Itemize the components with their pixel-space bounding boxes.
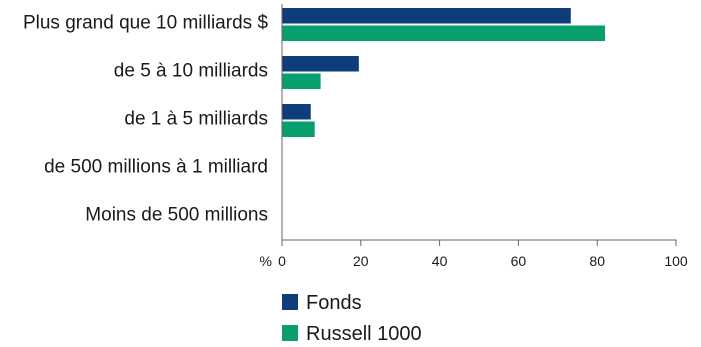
x-tick-label: 60 <box>511 253 527 269</box>
x-axis-unit-label: % <box>260 253 272 269</box>
category-label: de 1 à 5 milliards <box>124 109 268 130</box>
x-tick-label: 40 <box>432 253 448 269</box>
legend-label-russell-1000: Russell 1000 <box>306 323 422 345</box>
legend: Fonds Russell 1000 <box>282 292 422 345</box>
bar-fonds-3 <box>282 104 311 120</box>
bar-russell-1000-1 <box>282 26 605 42</box>
bar-russell-1000-2 <box>282 74 321 90</box>
category-labels: Plus grand que 10 milliards $ de 5 à 10 m… <box>23 13 268 226</box>
x-tick-label: 20 <box>353 253 369 269</box>
category-label: Moins de 500 millions <box>85 205 268 226</box>
category-label: de 500 millions à 1 milliard <box>44 157 268 178</box>
legend-swatch-russell-1000 <box>282 325 298 341</box>
bar-fonds-1 <box>282 8 571 24</box>
legend-swatch-fonds <box>282 294 298 310</box>
bars-group <box>282 8 605 137</box>
category-label: Plus grand que 10 milliards $ <box>23 13 268 34</box>
x-tick-label: 80 <box>589 253 605 269</box>
x-tick-label: 100 <box>664 253 688 269</box>
bar-russell-1000-3 <box>282 122 315 138</box>
category-label: de 5 à 10 milliards <box>114 61 268 82</box>
bar-fonds-2 <box>282 56 359 72</box>
x-tick-label: 0 <box>278 253 286 269</box>
x-axis-ticks: 0 20 40 60 80 100 <box>278 240 688 269</box>
legend-label-fonds: Fonds <box>306 292 362 314</box>
